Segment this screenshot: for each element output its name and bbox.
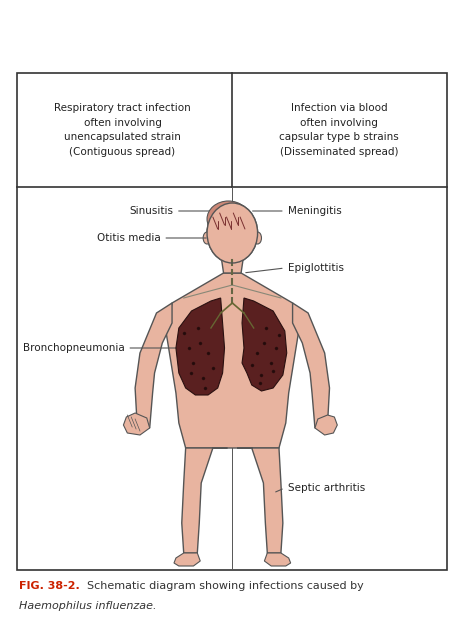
Ellipse shape <box>207 201 249 237</box>
Polygon shape <box>175 298 224 395</box>
Polygon shape <box>135 303 172 428</box>
Ellipse shape <box>207 203 257 263</box>
Polygon shape <box>264 553 290 566</box>
Polygon shape <box>207 233 257 263</box>
Text: FIG. 38-2.: FIG. 38-2. <box>19 581 80 591</box>
Ellipse shape <box>202 232 211 244</box>
Text: Septic arthritis: Septic arthritis <box>287 483 364 493</box>
Polygon shape <box>123 413 149 435</box>
Text: Schematic diagram showing infections caused by: Schematic diagram showing infections cau… <box>73 581 363 591</box>
Text: Respiratory tract infection
often involving
unencapsulated strain
(Contiguous sp: Respiratory tract infection often involv… <box>54 103 190 157</box>
Text: Bronchopneumonia: Bronchopneumonia <box>23 343 124 353</box>
Text: Sinusitis: Sinusitis <box>129 206 173 216</box>
Polygon shape <box>237 448 282 553</box>
Polygon shape <box>314 415 336 435</box>
Text: Infection via blood
often involving
capsular type b strains
(Disseminated spread: Infection via blood often involving caps… <box>279 103 398 157</box>
Polygon shape <box>221 260 243 273</box>
Bar <box>18 73 446 570</box>
Ellipse shape <box>207 203 257 263</box>
Text: Meningitis: Meningitis <box>287 206 341 216</box>
Polygon shape <box>181 448 227 553</box>
Polygon shape <box>292 303 329 428</box>
Text: Haemophilus influenzae.: Haemophilus influenzae. <box>19 601 156 611</box>
Polygon shape <box>166 273 298 448</box>
Text: Otitis media: Otitis media <box>97 233 160 243</box>
Polygon shape <box>241 298 286 391</box>
Polygon shape <box>174 553 200 566</box>
Ellipse shape <box>253 232 261 244</box>
Text: Epiglottitis: Epiglottitis <box>287 263 343 273</box>
